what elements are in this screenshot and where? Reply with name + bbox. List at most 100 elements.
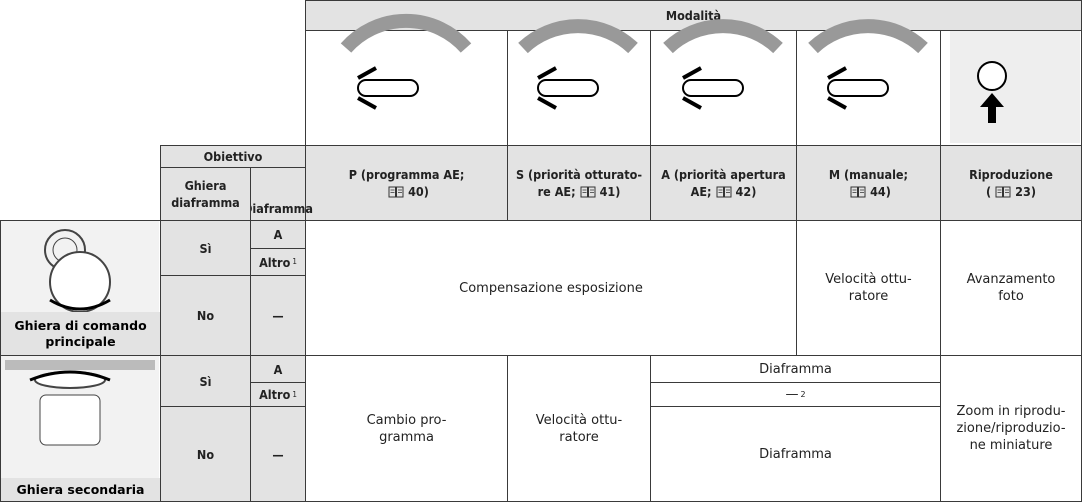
text-line: Zoom in riprodu- bbox=[957, 403, 1066, 420]
text-line: P (programma AE; bbox=[349, 166, 465, 183]
text: Zoom in riprodu- bbox=[956, 404, 1066, 419]
aperture-other: Altro 1 bbox=[250, 248, 306, 276]
text: M (manuale; bbox=[828, 167, 909, 182]
text: diaframma bbox=[171, 195, 240, 210]
text-line: M (manuale; bbox=[829, 166, 908, 183]
text: Obiettivo bbox=[203, 149, 263, 164]
page-ref: 40) bbox=[408, 184, 429, 199]
text: zione/riproduzio- bbox=[956, 421, 1066, 436]
text-line: — bbox=[272, 446, 283, 463]
text: Ghiera di comando bbox=[14, 317, 147, 333]
text-line: — bbox=[272, 307, 283, 324]
text: No bbox=[196, 446, 215, 462]
function: Diaframma bbox=[650, 406, 941, 502]
text-line: Altro 1 bbox=[259, 254, 297, 270]
mode-image-cell bbox=[650, 30, 797, 146]
text: Diaframma bbox=[759, 361, 832, 377]
aperture-none: — bbox=[250, 275, 306, 356]
mode-header: S (priorità otturato-re AE; 41) bbox=[507, 145, 651, 221]
page-ref: 42) bbox=[735, 184, 757, 199]
text-line: re AE; 41) bbox=[538, 183, 621, 200]
text: Compensazione esposizione bbox=[459, 280, 643, 296]
mode-header: P (programma AE; 40) bbox=[305, 145, 508, 221]
aperture-a: A bbox=[250, 220, 306, 249]
ring-yes: Sì bbox=[160, 220, 251, 276]
function: Velocità ottu-ratore bbox=[507, 355, 651, 502]
function: Diaframma bbox=[650, 355, 941, 383]
text-line: Velocità ottu- bbox=[536, 412, 622, 429]
aperture-a: A bbox=[250, 355, 306, 383]
text: — bbox=[785, 387, 799, 402]
text-line: Avanzamento bbox=[967, 271, 1056, 288]
book-icon bbox=[580, 186, 596, 197]
text-line: A bbox=[274, 361, 283, 378]
text-line: No bbox=[197, 446, 214, 463]
text-line: diaframma bbox=[171, 194, 240, 211]
text: ( bbox=[986, 184, 992, 199]
text-line: Compensazione esposizione bbox=[459, 280, 643, 297]
text: A bbox=[273, 361, 283, 377]
text: A bbox=[273, 227, 283, 242]
text: Sì bbox=[199, 373, 212, 389]
function: Avanzamento foto bbox=[940, 220, 1082, 356]
mode-image-cell bbox=[305, 30, 508, 146]
function: Velocità ottu-ratore bbox=[796, 220, 941, 356]
text-line: (23) bbox=[986, 183, 1036, 200]
dial-label: Ghiera secondaria bbox=[0, 478, 161, 502]
aperture-header: Diaframma bbox=[243, 167, 313, 221]
function: Zoom in riprodu-zione/riproduzio-ne mini… bbox=[940, 355, 1082, 502]
text: Modalità bbox=[665, 8, 722, 23]
aperture-none: — bbox=[250, 406, 306, 502]
text-line: AE; 42) bbox=[691, 183, 757, 200]
text-line: —2 bbox=[785, 387, 806, 402]
text: P (programma AE; bbox=[348, 167, 465, 182]
text: Velocità ottu- bbox=[535, 412, 623, 428]
text-line: ratore bbox=[559, 429, 598, 446]
book-icon bbox=[995, 186, 1011, 197]
text-line: Ghiera bbox=[185, 177, 227, 194]
text: — bbox=[272, 308, 284, 323]
text-line: Diaframma bbox=[243, 200, 313, 217]
text: A (priorità apertura bbox=[661, 167, 786, 182]
ring-no: No bbox=[160, 275, 251, 356]
book-icon bbox=[388, 186, 404, 197]
mode-header: M (manuale; 44) bbox=[796, 145, 941, 221]
text-line: Cambio pro- bbox=[367, 412, 447, 429]
mode-header: Riproduzione(23) bbox=[940, 145, 1082, 221]
ring-no: No bbox=[160, 406, 251, 502]
text-line: foto bbox=[998, 288, 1024, 305]
text-line: Diaframma bbox=[759, 361, 832, 378]
text: Cambio pro- bbox=[366, 412, 447, 428]
text-line: Obiettivo bbox=[204, 148, 263, 165]
mode-image-cell bbox=[940, 30, 1082, 146]
text: ne miniature bbox=[969, 438, 1053, 453]
text: ratore bbox=[559, 429, 599, 445]
text-line: Altro 1 bbox=[259, 387, 297, 402]
text-line: Diaframma bbox=[759, 446, 832, 463]
text-line: Riproduzione bbox=[969, 166, 1053, 183]
function: Compensazione esposizione bbox=[305, 220, 797, 356]
text-line: zione/riproduzio- bbox=[956, 420, 1065, 437]
page-ref: 23) bbox=[1015, 184, 1036, 199]
text-line: gramma bbox=[379, 429, 434, 446]
text: AE; bbox=[690, 184, 712, 199]
text: Sì bbox=[199, 240, 212, 256]
text: ratore bbox=[848, 289, 889, 304]
text-line: ratore bbox=[849, 288, 888, 305]
text-line: 40) bbox=[384, 183, 429, 200]
text-line: A (priorità apertura bbox=[661, 166, 786, 183]
text: Ghiera secondaria bbox=[16, 481, 145, 497]
text: Ghiera bbox=[184, 178, 227, 193]
text-line: Modalità bbox=[666, 7, 721, 24]
text: Velocità ottu- bbox=[825, 272, 912, 287]
text-line: Velocità ottu- bbox=[825, 271, 911, 288]
text-line: No bbox=[197, 307, 214, 324]
mode-header: A (priorità apertura AE; 42) bbox=[650, 145, 797, 221]
lens-header: Obiettivo bbox=[160, 145, 306, 168]
text-line: A bbox=[274, 226, 283, 243]
function: —2 bbox=[650, 382, 941, 407]
book-icon bbox=[716, 186, 732, 197]
text: Altro bbox=[259, 387, 291, 402]
page-ref: 41) bbox=[599, 184, 621, 199]
